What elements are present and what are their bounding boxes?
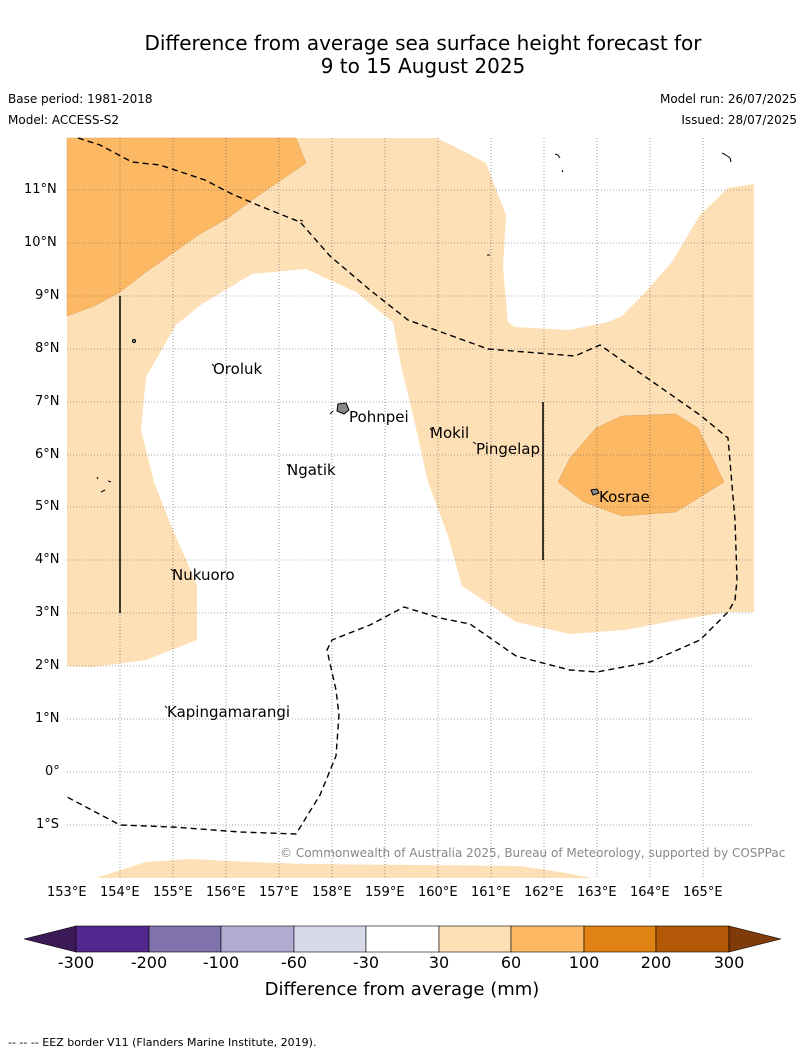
colorbar-tick: -200 (130, 953, 168, 972)
place-kosrae: Kosrae (599, 488, 650, 506)
colorbar-tick: 60 (500, 953, 522, 972)
atoll-specks (96, 152, 732, 709)
lon-label-161e: 161°E (471, 885, 511, 900)
colorbar-bin (510, 925, 585, 953)
issued-date: Issued: 28/07/2025 (681, 113, 797, 127)
lat-label-9n: 9°N (35, 288, 60, 303)
lon-label-164e: 164°E (630, 885, 670, 900)
colorbar-title: Difference from average (mm) (264, 979, 540, 1000)
copyright-notice: © Commonwealth of Australia 2025, Bureau… (280, 846, 786, 860)
lat-label-8n: 8°N (35, 341, 60, 356)
island-markers (131, 338, 600, 496)
lat-label-10n: 10°N (24, 235, 57, 250)
lat-label-6n: 6°N (35, 447, 60, 462)
anomaly-region-60-100-nw (66, 137, 307, 317)
eez-border (66, 137, 738, 835)
colorbar-bin (655, 925, 730, 953)
colorbar-tick: -100 (202, 953, 240, 972)
lat-label-2n: 2°N (35, 658, 60, 673)
colorbar-tick: 100 (568, 953, 600, 972)
colorbar-tick: 300 (713, 953, 745, 972)
island-kosrae (590, 488, 600, 496)
colorbar-bin (148, 925, 222, 953)
lat-label-11n: 11°N (24, 182, 57, 197)
place-nukuoro: Nukuoro (172, 566, 235, 584)
colorbar-bin (438, 925, 512, 953)
place-oroluk: Oroluk (213, 360, 263, 378)
colorbar-tick: -30 (352, 953, 380, 972)
lat-label-7n: 7°N (35, 394, 60, 409)
graticule (67, 138, 754, 878)
colorbar-bin (583, 925, 657, 953)
colorbar-tick: 30 (428, 953, 450, 972)
colorbar-tick: -60 (280, 953, 308, 972)
island-pohnpei (336, 402, 350, 415)
lat-label-4n: 4°N (35, 552, 60, 567)
colorbar-extend-low (23, 925, 77, 953)
place-ngatik: Ngatik (287, 461, 336, 479)
eez-footnote: -- -- -- EEZ border V11 (Flanders Marine… (8, 1036, 317, 1049)
lon-label-158e: 158°E (312, 885, 352, 900)
lat-label-3n: 3°N (35, 605, 60, 620)
title-line-1: Difference from average sea surface heig… (144, 31, 702, 55)
place-kapingamarangi: Kapingamarangi (167, 703, 291, 721)
base-period: Base period: 1981-2018 (8, 92, 153, 106)
model-run: Model run: 26/07/2025 (659, 92, 797, 106)
model-name: Model: ACCESS-S2 (8, 113, 120, 127)
lon-label-156e: 156°E (206, 885, 246, 900)
colorbar-bin (365, 925, 440, 953)
colorbar (23, 925, 782, 953)
place-pohnpei: Pohnpei (349, 408, 409, 426)
place-pingelap: Pingelap (476, 440, 541, 458)
colorbar-extend-high (728, 925, 782, 953)
lon-label-159e: 159°E (365, 885, 405, 900)
lon-label-160e: 160°E (418, 885, 458, 900)
anomaly-region-60-100-kosrae (557, 413, 725, 517)
island-8n (131, 338, 137, 344)
colorbar-tick: 200 (640, 953, 672, 972)
lon-label-154e: 154°E (100, 885, 140, 900)
lon-label-153e: 153°E (47, 885, 87, 900)
colorbar-bin (293, 925, 367, 953)
anomaly-region-30-60-south (96, 859, 592, 878)
colorbar-bin (220, 925, 295, 953)
lon-label-157e: 157°E (259, 885, 299, 900)
lon-label-163e: 163°E (577, 885, 617, 900)
colorbar-tick: -300 (57, 953, 95, 972)
lat-label-1n: 1°N (35, 711, 60, 726)
lat-label-5n: 5°N (35, 499, 60, 514)
place-mokil: Mokil (430, 424, 470, 442)
lat-label-1s: 1°S (36, 817, 60, 832)
lon-label-155e: 155°E (153, 885, 193, 900)
title-line-2: 9 to 15 August 2025 (320, 54, 526, 78)
lon-label-162e: 162°E (524, 885, 564, 900)
anomaly-region-30-60 (67, 138, 754, 667)
lat-label-0: 0° (45, 764, 60, 779)
lon-label-165e: 165°E (683, 885, 723, 900)
map-title: Difference from average sea surface heig… (0, 32, 804, 78)
colorbar-bin (75, 925, 150, 953)
